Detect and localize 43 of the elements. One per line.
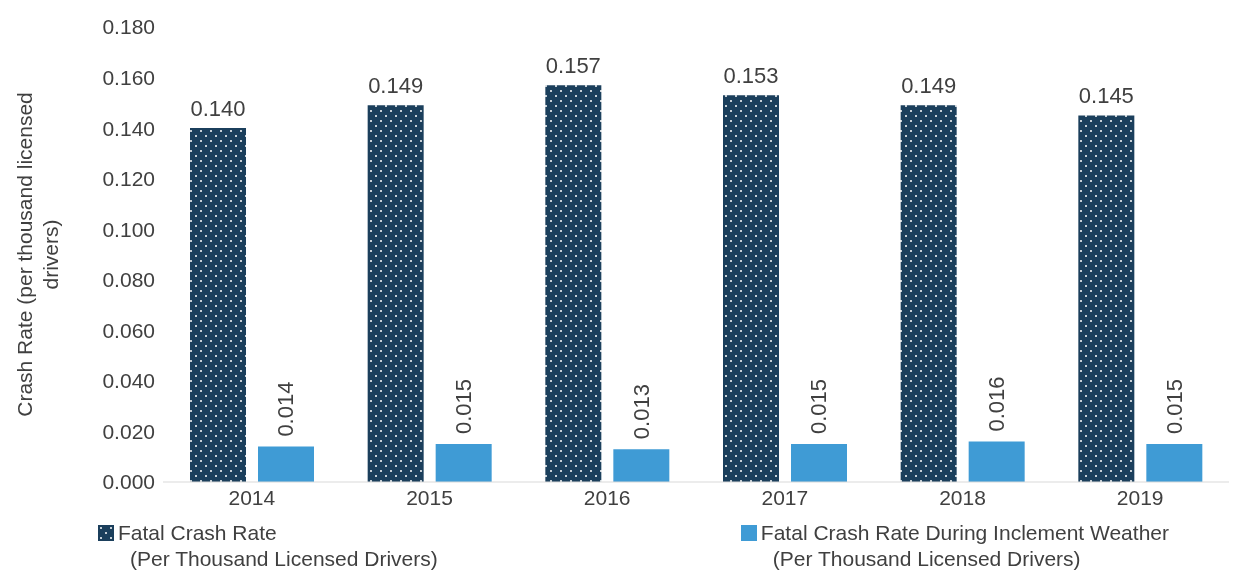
- y-tick-label: 0.040: [102, 369, 155, 393]
- legend-label: Fatal Crash Rate During Inclement Weather (Per Thousand Licensed Drivers): [760, 520, 1169, 572]
- data-label: 0.015: [806, 379, 832, 435]
- x-tick-label: 2016: [583, 485, 631, 509]
- x-tick-label: 2019: [1116, 485, 1164, 509]
- data-label: 0.014: [273, 381, 299, 437]
- bar: [258, 446, 314, 482]
- y-tick-label: 0.020: [102, 419, 155, 443]
- data-label: 0.015: [1161, 379, 1187, 435]
- data-label: 0.149: [901, 73, 957, 99]
- y-tick-label: 0.060: [102, 318, 155, 342]
- y-tick-label: 0.000: [102, 470, 155, 494]
- bar: [1146, 444, 1203, 482]
- x-tick-label: 2015: [406, 485, 453, 509]
- bar: [791, 444, 847, 482]
- y-tick-label: 0.080: [102, 268, 155, 292]
- y-tick-label: 0.100: [102, 217, 155, 241]
- y-tick-label: 0.160: [102, 66, 155, 90]
- legend-label: Fatal Crash Rate (Per Thousand Licensed Drivers): [118, 520, 438, 572]
- data-label: 0.013: [628, 384, 654, 440]
- data-label: 0.016: [984, 376, 1010, 432]
- bar: [190, 128, 246, 482]
- data-label: 0.145: [1078, 83, 1134, 109]
- y-tick-label: 0.140: [102, 116, 155, 140]
- bar: [900, 105, 957, 482]
- bar: [613, 449, 670, 482]
- bar: [723, 95, 779, 482]
- y-tick-label: 0.120: [102, 167, 155, 191]
- bar: [435, 444, 492, 482]
- bar: [968, 441, 1025, 482]
- y-tick-label: 0.180: [102, 15, 155, 39]
- bar: [367, 105, 424, 482]
- x-tick-label: 2018: [939, 485, 986, 509]
- y-axis-title: Crash Rate (per thousand licensed drivers): [13, 92, 62, 417]
- data-label: 0.157: [545, 53, 601, 79]
- x-tick-label: 2017: [761, 485, 809, 509]
- x-tick-label: 2014: [228, 485, 276, 509]
- data-label: 0.153: [723, 63, 779, 89]
- data-label: 0.140: [190, 96, 246, 122]
- bar: [545, 85, 602, 482]
- data-label: 0.149: [368, 73, 424, 99]
- bar: [1078, 115, 1135, 482]
- data-label: 0.015: [451, 379, 477, 435]
